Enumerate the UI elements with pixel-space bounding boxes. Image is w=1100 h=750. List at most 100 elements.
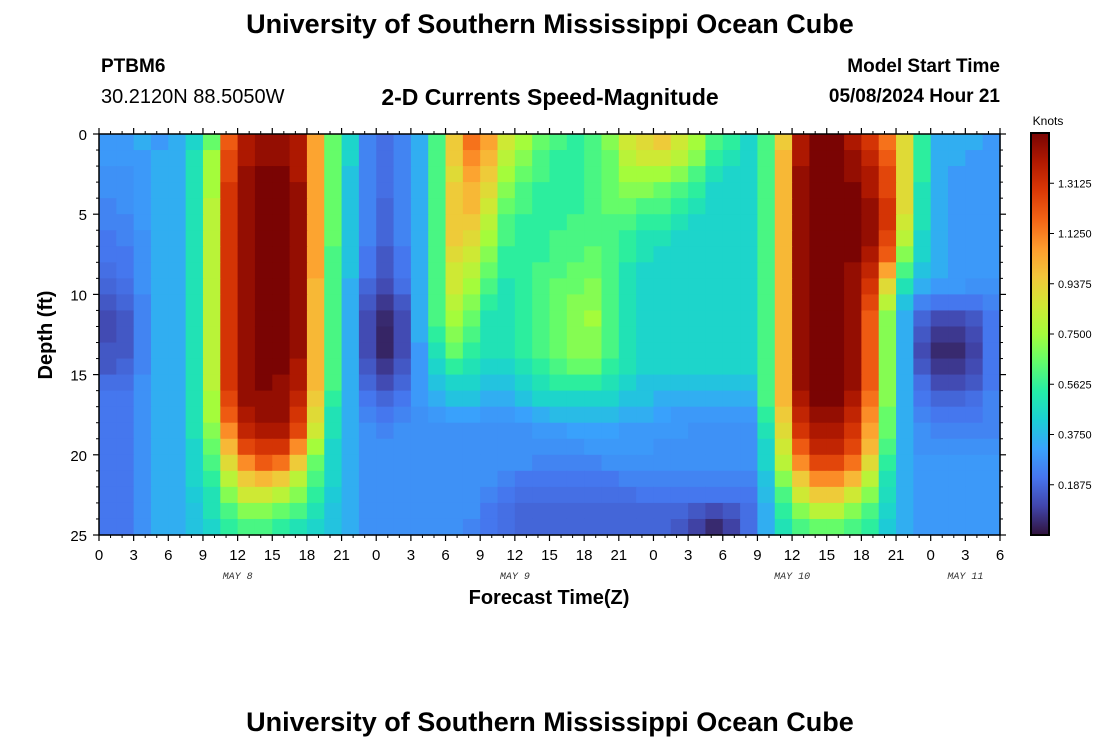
heatmap-cell [584,454,603,472]
heatmap-cell [740,246,759,263]
heatmap-cell [982,294,1001,312]
heatmap-cell [757,454,776,472]
heatmap-cell [220,246,239,263]
heatmap-cell [948,198,966,215]
heatmap-cell [584,134,603,151]
heatmap-cell [324,438,343,456]
heatmap-cell [445,230,464,247]
heatmap-cell [757,198,776,215]
heatmap-cell [462,470,481,488]
heatmap-cell [99,310,117,328]
heatmap-cell [324,198,343,215]
heatmap-cell [618,470,637,488]
heatmap-cell [514,422,533,440]
heatmap-cell [896,198,914,215]
heatmap-cell [410,134,429,151]
heatmap-cell [965,214,984,231]
heatmap-cell [99,454,117,472]
heatmap-cell [116,198,135,215]
heatmap-cell [393,454,412,472]
heatmap-cell [168,246,187,263]
heatmap-cell [809,262,828,279]
x-tick-label: 6 [719,547,727,564]
heatmap-cell [844,214,862,231]
heatmap-cell [948,326,966,344]
heatmap-cell [792,518,811,536]
heatmap-cell [826,310,845,328]
heatmap-cell [393,438,412,456]
heatmap-cell [514,342,533,360]
heatmap-cell [514,230,533,247]
heatmap-cell [792,246,811,263]
x-tick-label: 0 [372,547,380,564]
heatmap-cell [705,374,724,392]
heatmap-cell [237,470,256,488]
heatmap-cell [410,230,429,247]
heatmap-cell [774,150,793,167]
heatmap-cell [99,166,117,183]
heatmap-cell [688,166,707,183]
heatmap-cell [99,278,117,295]
heatmap-cell [757,470,776,488]
x-tick-label: 9 [199,547,207,564]
x-tick-label: 21 [333,547,350,564]
heatmap-cell [618,358,637,376]
heatmap-cell [826,246,845,263]
heatmap-cell [220,278,239,295]
heatmap-cell [341,166,360,183]
heatmap-cell [809,214,828,231]
heatmap-cell [774,342,793,360]
heatmap-cell [584,246,603,263]
heatmap-cell [965,438,984,456]
heatmap-cell [566,406,585,424]
heatmap-cell [272,310,291,328]
x-tick-label: 3 [129,547,137,564]
heatmap-cell [254,502,273,520]
heatmap-cell [480,454,499,472]
heatmap-cell [861,342,880,360]
heatmap-cell [185,230,204,247]
heatmap-cell [601,470,620,488]
heatmap-cell [670,262,689,279]
heatmap-cell [532,326,551,344]
heatmap-cell [376,470,395,488]
heatmap-cell [254,278,273,295]
heatmap-cell [393,134,412,151]
heatmap-cell [306,294,325,312]
heatmap-cell [740,374,759,392]
heatmap-cell [757,438,776,456]
heatmap-cell [514,214,533,231]
heatmap-cell [636,134,655,151]
heatmap-cell [376,166,395,183]
heatmap-cell [220,134,239,151]
heatmap-cell [566,246,585,263]
heatmap-cell [237,246,256,263]
heatmap-cell [670,502,689,520]
heatmap-cell [618,166,637,183]
heatmap-cell [878,326,897,344]
heatmap-cell [202,230,221,247]
heatmap-cell [497,198,516,215]
heatmap-cell [601,454,620,472]
heatmap-cell [948,278,966,295]
heatmap-cell [566,182,585,199]
heatmap-cell [930,502,949,520]
heatmap-cell [341,278,360,295]
heatmap-cell [705,438,724,456]
heatmap-cell [688,326,707,344]
heatmap-cell [272,342,291,360]
heatmap-cell [844,246,862,263]
heatmap-cell [393,198,412,215]
heatmap-cell [237,390,256,408]
heatmap-cell [809,230,828,247]
heatmap-cell [185,326,204,344]
heatmap-cell [636,486,655,504]
heatmap-cell [462,454,481,472]
heatmap-cell [670,454,689,472]
heatmap-cell [462,262,481,279]
heatmap-cell [289,518,308,536]
heatmap-cell [168,518,187,536]
heatmap-cell [878,246,897,263]
heatmap-cell [376,422,395,440]
heatmap-cell [237,278,256,295]
